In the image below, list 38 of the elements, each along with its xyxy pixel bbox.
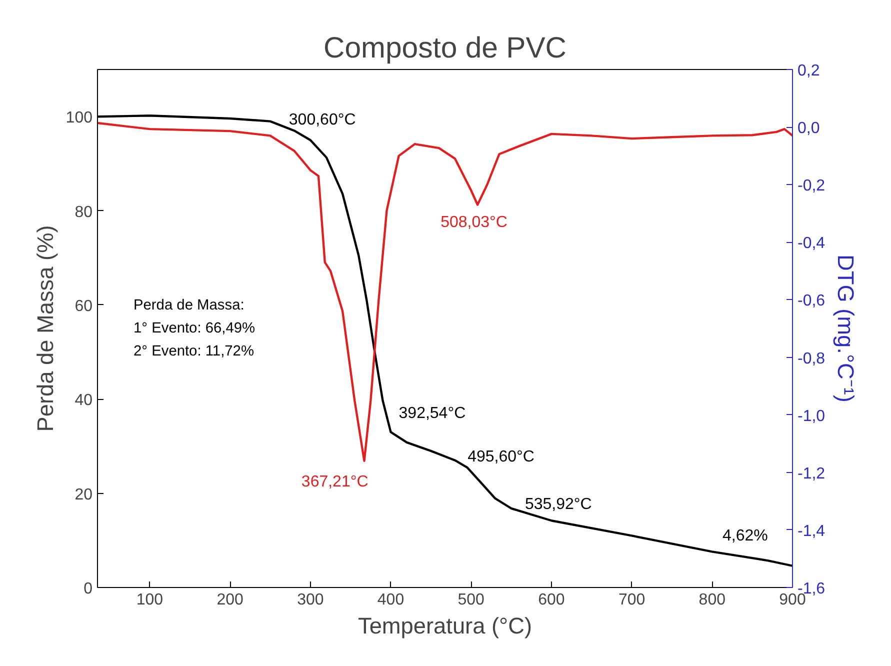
x-tick-label: 800 — [698, 592, 726, 608]
y2-tick-label: 0,0 — [798, 120, 820, 138]
annotation: 495,60°C — [468, 448, 534, 466]
y-tick-label: 100 — [66, 110, 93, 127]
x-tick-label: 900 — [779, 592, 806, 608]
y-axis-title: Perda de Massa (%) — [32, 225, 58, 432]
y2-axis-title: DTG (mg.°C⁻¹) — [833, 254, 860, 402]
y2-tick-label: 0,2 — [798, 62, 820, 80]
annotation: Perda de Massa: — [134, 298, 244, 314]
y2-tick-label: -1,4 — [798, 522, 826, 540]
x-tick-label: 300 — [297, 592, 324, 608]
x-tick-label: 600 — [538, 592, 565, 608]
y-tick-label: 0 — [84, 580, 93, 598]
annotation: 1° Evento: 66,49% — [134, 320, 256, 336]
x-tick-label: 700 — [618, 592, 646, 608]
chart-title: Composto de PVC — [324, 32, 566, 64]
x-tick-label: 500 — [458, 592, 485, 608]
y2-tick-label: -0,2 — [798, 178, 826, 195]
x-tick-label: 100 — [136, 592, 164, 608]
annotation: 367,21°C — [301, 473, 368, 490]
x-tick-label: 400 — [377, 592, 404, 608]
y2-tick-label: -1,2 — [798, 465, 826, 482]
x-tick-label: 200 — [216, 592, 244, 608]
annotation: 508,03°C — [440, 214, 508, 232]
y-tick-label: 40 — [74, 392, 93, 410]
annotation: 300,60°C — [288, 112, 356, 129]
annotation: 4,62% — [722, 527, 768, 544]
y2-tick-label: -0,6 — [798, 292, 826, 310]
y-tick-label: 60 — [74, 298, 93, 315]
y-tick-label: 80 — [74, 204, 93, 221]
y2-tick-label: -0,4 — [798, 235, 826, 252]
x-axis-title: Temperatura (°C) — [358, 612, 532, 638]
y2-tick-label: -1,0 — [798, 408, 826, 425]
y-tick-label: 20 — [74, 486, 93, 504]
annotation: 392,54°C — [398, 405, 466, 422]
annotation: 535,92°C — [524, 496, 592, 513]
annotation: 2° Evento: 11,72% — [134, 344, 254, 360]
y2-tick-label: -0,8 — [798, 350, 826, 368]
